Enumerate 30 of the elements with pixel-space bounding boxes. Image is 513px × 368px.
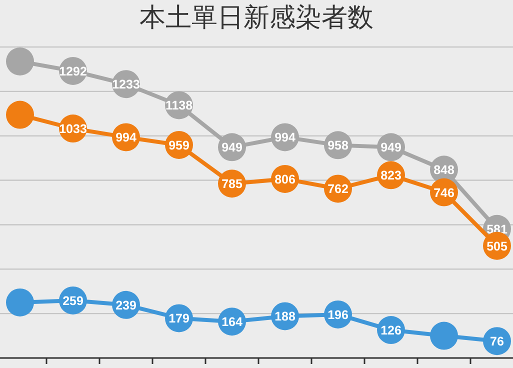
point (6, 100, 34, 129)
data-label: 188 (274, 310, 296, 324)
data-label: 179 (168, 312, 190, 326)
data-label: 746 (434, 186, 454, 200)
point (6, 288, 34, 316)
data-label: 164 (222, 315, 242, 330)
data-label: 1292 (59, 64, 87, 78)
data-label: 1033 (59, 122, 87, 136)
data-label: 949 (380, 140, 402, 155)
data-label: 949 (222, 140, 242, 155)
data-label: 1233 (112, 78, 140, 92)
point (6, 47, 34, 76)
point (430, 322, 458, 350)
data-label: 196 (328, 308, 348, 322)
data-label: 806 (274, 172, 296, 186)
chart-title: 本土單日新感染者数 (140, 3, 374, 33)
data-label: 785 (222, 177, 242, 192)
data-label: 994 (274, 130, 296, 145)
data-label: 76 (490, 334, 504, 349)
data-label: 239 (116, 298, 136, 312)
data-label: 959 (168, 138, 190, 152)
data-label: 126 (380, 324, 402, 338)
data-label: 994 (116, 130, 136, 145)
data-label: 1138 (165, 98, 193, 113)
data-label: 259 (62, 294, 84, 308)
data-label: 958 (328, 138, 348, 153)
data-label: 848 (434, 163, 454, 178)
data-label: 823 (380, 168, 402, 183)
data-label: 762 (328, 182, 348, 196)
data-label: 505 (486, 239, 508, 254)
